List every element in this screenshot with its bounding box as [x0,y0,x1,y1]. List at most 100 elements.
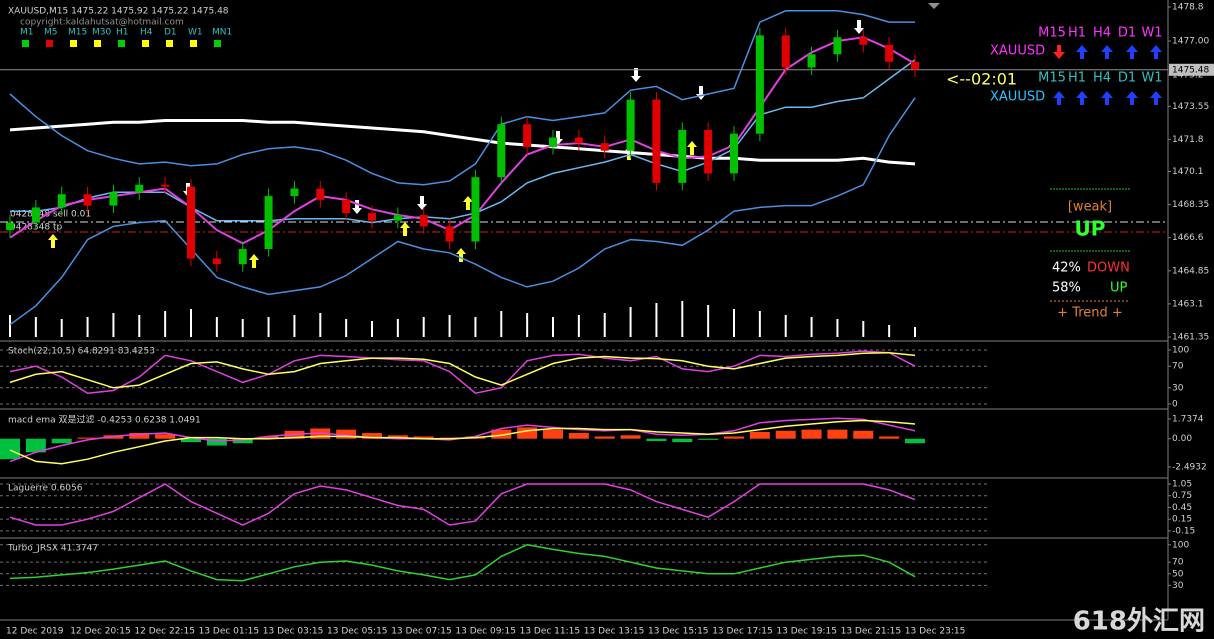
histogram-bar [77,437,98,439]
indicator-line [9,350,916,395]
y-tick-label: 1.7374 [1172,414,1204,424]
y-tick-label: 30 [1172,383,1184,393]
histogram-bar [724,436,744,439]
candle-body [755,35,764,134]
candle-body [57,194,66,208]
indicator-line [9,10,915,186]
histogram-bar [258,436,279,439]
y-tick-label: 70 [1172,362,1184,372]
timeframe-label: M5 [44,28,58,38]
indicator-line [9,97,916,326]
candle-body [549,137,557,147]
x-tick-label: 13 Dec 15:15 [648,627,709,637]
indicator-line [9,483,916,526]
candle-body [497,124,506,178]
histogram-bar [749,431,770,439]
histogram-bar [232,438,253,444]
y-tick-label: 1.05 [1172,480,1192,490]
timeframe-label: D1 [164,28,177,38]
y-tick-label: 0.00 [1172,434,1192,444]
timeframe-label: H1 [116,28,129,38]
panel-timeframe: D1 [1118,26,1136,41]
y-tick-label: 1468.35 [1172,200,1209,210]
timeframe-status [94,40,101,47]
histogram-bar [672,438,693,443]
up-label: UP [1110,281,1128,296]
y-tick-label: 100 [1172,540,1189,550]
symbol: XAUUSD [990,90,1045,105]
timeframe-label: W1 [188,28,203,38]
x-tick-label: 13 Dec 19:15 [776,627,837,637]
histogram-bar [51,438,72,444]
down-pct: 42% [1052,261,1081,276]
candle-body [419,215,428,227]
price-tag-bg [1169,63,1214,76]
histogram-bar [362,433,382,439]
indicator-line [9,119,916,166]
panel-timeframe: D1 [1118,71,1136,86]
x-tick-label: 13 Dec 13:15 [584,627,645,637]
indicator-line [9,544,916,582]
y-tick-label: 1466.6 [1172,233,1204,243]
y-tick-label: 1473.55 [1172,102,1209,112]
candle-body [83,194,92,206]
candle-body [781,35,790,68]
pane-borders [0,0,1169,621]
candle-body [471,177,480,242]
candle-body [523,124,532,147]
histogram-bar [155,434,176,439]
x-tick-label: 13 Dec 01:15 [199,627,260,637]
candle-body [109,192,118,206]
timeframe-status [142,40,149,47]
histogram-bar [698,438,719,440]
candle-body [342,199,351,214]
x-tick-label: 12 Dec 2019 [6,627,64,637]
indicator-line [9,351,916,389]
indicator-line [9,36,916,245]
candle-body [885,44,894,62]
candle-body [833,37,842,55]
candle-body [678,129,687,183]
x-tick-label: 12 Dec 22:15 [134,627,195,637]
timer: <--02:01 [946,70,1017,89]
candle-body [859,37,868,45]
histogram-bar [543,429,563,439]
panel-timeframe: H1 [1068,71,1086,86]
x-tick-label: 12 Dec 20:15 [70,627,131,637]
trend: + Trend + [1057,306,1123,321]
timeframe-status [214,40,221,47]
timeframe-status [190,40,197,47]
x-tick-label: 13 Dec 03:15 [263,627,324,637]
histogram-bar [646,438,667,441]
histogram-bar [0,438,20,460]
candle-body [445,226,454,242]
histogram-bar [336,429,357,439]
y-tick-label: 30 [1172,581,1184,591]
y-tick-label: 1470.1 [1172,167,1204,177]
y-tick-label: 1464.85 [1172,266,1209,276]
histogram-bar [620,435,641,439]
candle-body [31,207,40,223]
chart-title: XAUUSD,M15 1475.22 1475.92 1475.22 1475.… [8,7,229,17]
panel-timeframe: W1 [1141,26,1162,41]
pane-title: Turbo_JRSX 41.3747 [7,544,98,554]
histogram-bar [568,433,589,439]
candle-body [574,137,583,144]
symbol: XAUUSD [990,44,1045,59]
y-tick-label: -2.4932 [1172,463,1207,473]
indicator-line [9,419,916,465]
candle-body [316,188,325,200]
timeframe-label: M30 [92,28,111,38]
up-pct: 58% [1052,281,1081,296]
candle-body [238,249,247,265]
x-tick-label: 13 Dec 11:15 [520,627,581,637]
x-tick-label: 13 Dec 07:15 [391,627,452,637]
candle-body [626,99,635,151]
scroll-marker [928,3,940,9]
pane-title: Laguerre 0.6056 [8,484,83,494]
candle-body [911,61,919,70]
timeframe-label: M1 [20,28,34,38]
panel-timeframe: H4 [1093,26,1111,41]
